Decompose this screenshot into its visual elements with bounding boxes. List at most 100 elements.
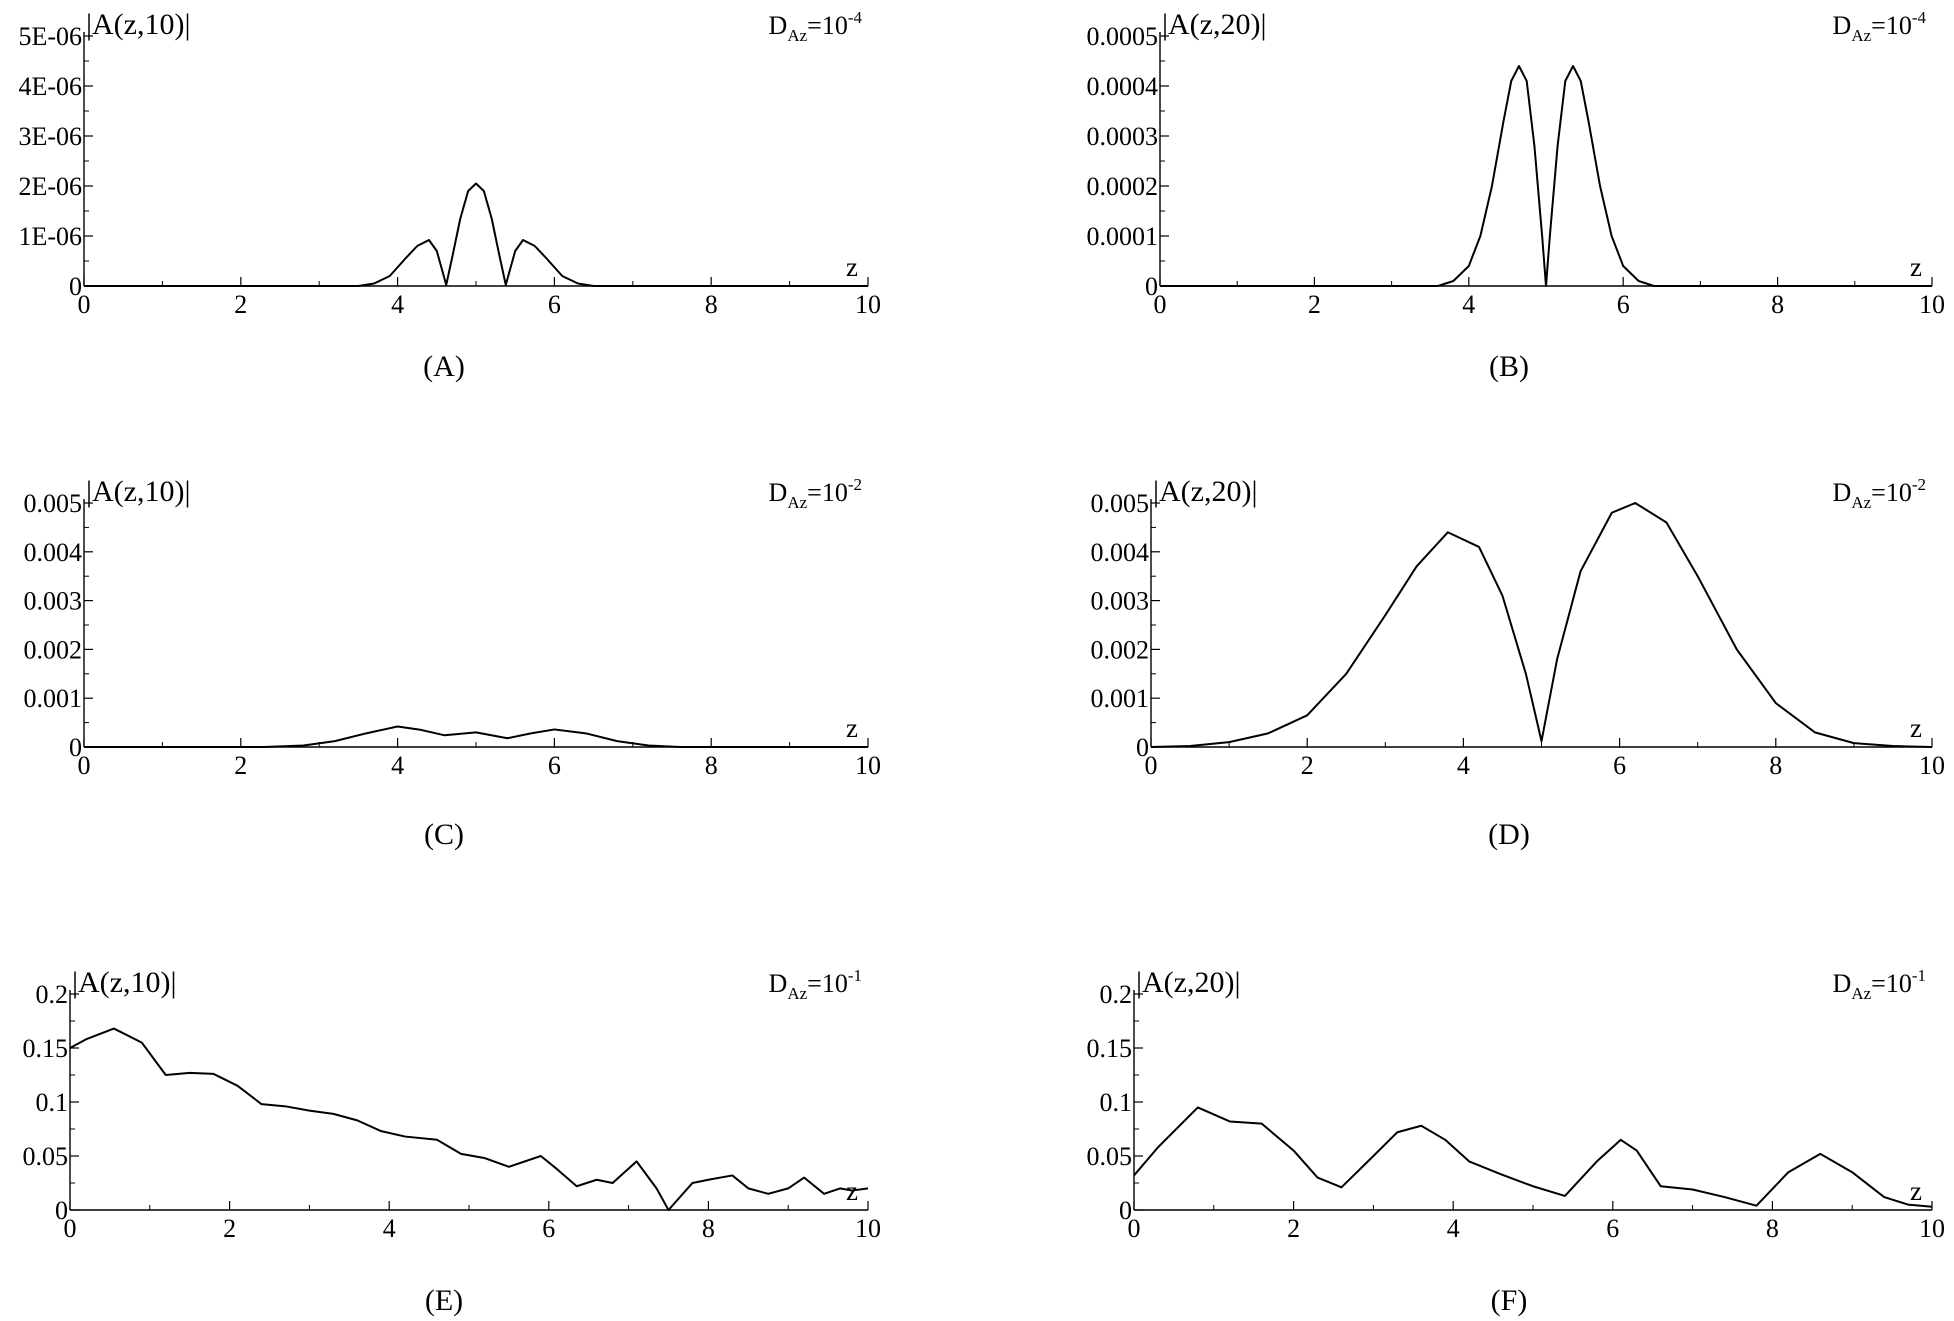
x-tick-label: 10 <box>1919 1214 1945 1243</box>
x-tick-label: 8 <box>1771 290 1784 319</box>
x-tick-label: 4 <box>391 290 404 319</box>
y-axis-label: |A(z,20)| <box>1162 8 1266 41</box>
y-tick-label: 0.003 <box>24 587 83 616</box>
y-tick-label: 0.004 <box>24 538 83 567</box>
x-tick-label: 0 <box>1154 290 1167 319</box>
x-tick-label: 8 <box>705 751 718 780</box>
x-tick-label: 2 <box>1301 751 1314 780</box>
y-tick-label: 0.15 <box>23 1034 69 1063</box>
y-tick-label: 0.1 <box>1100 1088 1133 1117</box>
param-base: D <box>1833 969 1852 998</box>
x-tick-label: 8 <box>1769 751 1782 780</box>
series-line <box>84 182 868 287</box>
x-tick-label: 6 <box>548 290 561 319</box>
param-superscript: -1 <box>1912 966 1926 985</box>
x-tick-label: 4 <box>1462 290 1475 319</box>
y-tick-label: 0.0004 <box>1087 72 1159 101</box>
x-tick-label: 6 <box>1617 290 1630 319</box>
x-axis-label: z <box>846 252 858 282</box>
param-subscript: Az <box>1851 984 1871 1003</box>
x-tick-label: 6 <box>1613 751 1626 780</box>
parameter-label: DAz=10-4 <box>769 8 863 45</box>
x-tick-label: 10 <box>1919 751 1945 780</box>
series-line <box>1133 1106 1933 1208</box>
x-tick-label: 2 <box>234 751 247 780</box>
x-tick-label: 10 <box>855 751 881 780</box>
x-axis-label: z <box>1910 1176 1922 1206</box>
y-tick-label: 0.0005 <box>1087 22 1159 51</box>
y-tick-label: 4E-06 <box>18 72 82 101</box>
x-tick-label: 8 <box>1766 1214 1779 1243</box>
y-tick-label: 0.001 <box>24 684 83 713</box>
panel-4: 0 2 4 6 8 10 0 0.001 0.002 0.003 0.004 0.005 |A(z,20… <box>1091 475 1946 851</box>
x-tick-label: 4 <box>1457 751 1470 780</box>
panel-1: 0 2 4 6 8 10 0 1E-06 2E-06 3E-06 4E-06 5E-06 |A(z,10… <box>18 8 881 383</box>
x-tick-label: 10 <box>855 1214 881 1243</box>
y-tick-label: 0.2 <box>36 980 69 1009</box>
y-tick-label: 0.003 <box>1091 587 1150 616</box>
parameter-label: DAz=10-1 <box>1833 966 1926 1003</box>
parameter-label: DAz=10-2 <box>1833 475 1926 512</box>
param-equals: =10 <box>1871 969 1912 998</box>
param-superscript: -1 <box>848 966 862 985</box>
y-tick-label: 0 <box>69 733 82 762</box>
x-axis-label: z <box>846 713 858 743</box>
series-line <box>69 1027 869 1211</box>
x-tick-label: 4 <box>383 1214 396 1243</box>
panel-6: 0 2 4 6 8 10 0 0.05 0.1 0.15 0.2 |A(z,20)| DAz=10-1 z… <box>1087 966 1946 1317</box>
x-tick-label: 8 <box>702 1214 715 1243</box>
y-tick-label: 5E-06 <box>18 22 82 51</box>
x-tick-label: 2 <box>1308 290 1321 319</box>
param-subscript: Az <box>1851 26 1871 45</box>
param-equals: =10 <box>1871 11 1912 40</box>
y-tick-label: 0 <box>69 272 82 301</box>
x-tick-label: 6 <box>1606 1214 1619 1243</box>
x-tick-label: 4 <box>391 751 404 780</box>
x-tick-label: 2 <box>234 290 247 319</box>
panel-2: 0 2 4 6 8 10 0 0.0001 0.0002 0.0003 0.0004 0.0005 |A… <box>1087 8 1946 383</box>
param-subscript: Az <box>1851 493 1871 512</box>
x-tick-label: 4 <box>1447 1214 1460 1243</box>
y-tick-label: 0.001 <box>1091 684 1150 713</box>
param-equals: =10 <box>807 478 848 507</box>
panel-caption: (D) <box>1488 818 1530 851</box>
x-axis-label: z <box>1910 252 1922 282</box>
x-tick-label: 2 <box>223 1214 236 1243</box>
y-tick-label: 0.2 <box>1100 980 1133 1009</box>
y-tick-label: 0 <box>55 1196 68 1225</box>
param-subscript: Az <box>787 984 807 1003</box>
y-tick-label: 0.05 <box>23 1142 69 1171</box>
param-superscript: -4 <box>848 8 863 27</box>
y-tick-label: 0.05 <box>1087 1142 1133 1171</box>
y-axis-label: |A(z,10)| <box>86 8 190 41</box>
param-equals: =10 <box>807 969 848 998</box>
y-tick-label: 3E-06 <box>18 122 82 151</box>
x-axis-label: z <box>1910 713 1922 743</box>
param-superscript: -2 <box>848 475 862 494</box>
y-axis-label: |A(z,20)| <box>1153 475 1257 508</box>
x-tick-label: 6 <box>548 751 561 780</box>
y-axis-label: |A(z,20)| <box>1136 966 1240 999</box>
param-equals: =10 <box>807 11 848 40</box>
series-line <box>1160 65 1932 287</box>
x-tick-label: 10 <box>1919 290 1945 319</box>
param-base: D <box>1833 478 1852 507</box>
param-equals: =10 <box>1871 478 1912 507</box>
param-subscript: Az <box>787 493 807 512</box>
param-base: D <box>769 11 788 40</box>
param-subscript: Az <box>787 26 807 45</box>
parameter-label: DAz=10-1 <box>769 966 862 1003</box>
y-tick-label: 0.0003 <box>1087 122 1159 151</box>
y-tick-label: 0.002 <box>24 635 83 664</box>
y-tick-label: 0.005 <box>24 489 83 518</box>
param-base: D <box>769 478 788 507</box>
param-superscript: -4 <box>1912 8 1927 27</box>
y-tick-label: 0.15 <box>1087 1034 1133 1063</box>
y-tick-label: 0.0002 <box>1087 172 1159 201</box>
y-tick-label: 0.002 <box>1091 635 1150 664</box>
parameter-label: DAz=10-2 <box>769 475 862 512</box>
y-tick-label: 0.005 <box>1091 489 1150 518</box>
x-tick-label: 0 <box>1145 751 1158 780</box>
y-axis-label: |A(z,10)| <box>86 475 190 508</box>
